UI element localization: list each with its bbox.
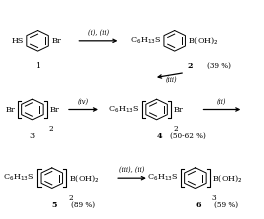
Text: 3: 3 (30, 132, 35, 140)
Text: (iii): (iii) (166, 76, 177, 84)
Text: C$_6$H$_{13}$S: C$_6$H$_{13}$S (108, 104, 139, 115)
Text: B(OH)$_2$: B(OH)$_2$ (188, 35, 219, 46)
Text: B(OH)$_2$: B(OH)$_2$ (69, 173, 100, 184)
Text: 1: 1 (35, 62, 40, 70)
Text: C$_6$H$_{13}$S: C$_6$H$_{13}$S (147, 173, 178, 184)
Text: 6: 6 (195, 201, 201, 208)
Text: 2: 2 (187, 62, 193, 70)
Text: 3: 3 (212, 194, 216, 202)
Text: 5: 5 (52, 201, 57, 208)
Text: Br: Br (6, 106, 15, 113)
Text: 2: 2 (49, 125, 54, 133)
Text: (39 %): (39 %) (207, 62, 231, 70)
Text: 4: 4 (156, 132, 162, 140)
Text: Br: Br (49, 106, 59, 113)
Text: (i), (ii): (i), (ii) (88, 29, 109, 37)
Text: 2: 2 (173, 125, 178, 133)
Text: (50-62 %): (50-62 %) (170, 132, 206, 140)
Text: (iv): (iv) (78, 97, 89, 105)
Text: Br: Br (174, 106, 183, 113)
Text: 2: 2 (68, 194, 73, 202)
Text: (89 %): (89 %) (71, 201, 95, 208)
Text: (iii), (ii): (iii), (ii) (119, 166, 145, 174)
Text: C$_6$H$_{13}$S: C$_6$H$_{13}$S (3, 173, 35, 184)
Text: C$_6$H$_{13}$S: C$_6$H$_{13}$S (130, 35, 161, 46)
Text: Br: Br (51, 37, 61, 45)
Text: HS: HS (11, 37, 24, 45)
Text: B(OH)$_2$: B(OH)$_2$ (213, 173, 243, 184)
Text: (ii): (ii) (217, 97, 227, 105)
Text: (59 %): (59 %) (214, 201, 238, 208)
